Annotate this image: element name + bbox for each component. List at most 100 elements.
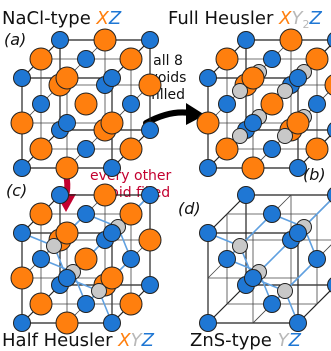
x-atom	[93, 28, 117, 52]
z-atom	[263, 205, 281, 223]
x-atom	[100, 266, 124, 290]
half-heusler-structure	[10, 183, 162, 335]
z-atom	[237, 31, 255, 49]
z-atom	[122, 250, 140, 268]
z-atom	[141, 276, 159, 294]
title-nacl-type: NaCl-type XZ	[2, 8, 122, 29]
z-atom	[77, 205, 95, 223]
title-zns-type: ZnS-type YZ	[190, 330, 302, 351]
x-atom	[286, 111, 310, 135]
z-atom	[141, 31, 159, 49]
x-atom	[55, 221, 79, 245]
x-atom	[196, 111, 220, 135]
y-atom	[232, 83, 248, 99]
z-atom	[289, 314, 307, 332]
z-atom	[32, 95, 50, 113]
x-atom	[119, 292, 143, 316]
z-atom	[327, 32, 331, 48]
z-atom	[218, 95, 236, 113]
z-atom	[289, 69, 307, 87]
x-atom	[119, 47, 143, 71]
z-atom	[237, 186, 255, 204]
z-atom	[289, 159, 307, 177]
z-atom	[13, 314, 31, 332]
x-atom	[74, 247, 98, 271]
y-atom	[277, 128, 293, 144]
z-atom	[308, 250, 326, 268]
black-arrow-head-icon	[186, 103, 205, 125]
panel-label-c: (c)	[6, 181, 27, 200]
x-atom	[138, 73, 162, 97]
z-atom	[327, 277, 331, 293]
y-atom	[277, 283, 293, 299]
z-atom	[13, 159, 31, 177]
z-atom	[263, 140, 281, 158]
x-atom	[215, 47, 239, 71]
z-atom	[77, 50, 95, 68]
z-atom	[103, 69, 121, 87]
x-atom	[279, 28, 303, 52]
panel-label-b: (b)	[303, 165, 326, 184]
y-atom	[91, 283, 107, 299]
x-atom	[55, 66, 79, 90]
z-atom	[103, 159, 121, 177]
z-atom	[13, 224, 31, 242]
x-atom	[241, 66, 265, 90]
z-atom	[244, 114, 262, 132]
x-atom	[55, 156, 79, 180]
x-atom	[324, 74, 331, 96]
z-atom	[122, 95, 140, 113]
z-atom	[199, 224, 217, 242]
x-atom	[119, 202, 143, 226]
z-atom	[51, 31, 69, 49]
title-half-heusler: Half Heusler XYZ	[2, 330, 155, 351]
x-atom	[29, 202, 53, 226]
x-atom	[55, 311, 79, 335]
x-atom	[29, 292, 53, 316]
z-atom	[141, 121, 159, 139]
z-atom	[199, 314, 217, 332]
z-atom	[218, 250, 236, 268]
x-atom	[241, 156, 265, 180]
svg-text:every other: every other	[90, 168, 172, 184]
x-atom	[305, 47, 329, 71]
x-atom	[100, 111, 124, 135]
z-atom	[199, 69, 217, 87]
panel-label-d: (d)	[178, 199, 201, 218]
x-atom	[119, 137, 143, 161]
x-atom	[305, 137, 329, 161]
nacl-structure	[10, 28, 162, 180]
z-atom	[199, 159, 217, 177]
y-atom	[232, 238, 248, 254]
z-atom	[77, 140, 95, 158]
z-atom	[263, 50, 281, 68]
z-atom	[263, 295, 281, 313]
x-atom	[93, 183, 117, 207]
z-atom	[103, 224, 121, 242]
x-atom	[10, 266, 34, 290]
z-atom	[32, 250, 50, 268]
svg-text:all 8: all 8	[153, 53, 183, 69]
z-atom	[13, 69, 31, 87]
y-atom	[277, 83, 293, 99]
x-atom	[29, 137, 53, 161]
panel-label-a: (a)	[4, 30, 26, 49]
x-atom	[74, 92, 98, 116]
z-atom	[289, 224, 307, 242]
x-atom	[215, 137, 239, 161]
x-atom	[29, 47, 53, 71]
z-atom	[51, 186, 69, 204]
x-atom	[138, 228, 162, 252]
z-atom	[327, 187, 331, 203]
x-atom	[10, 111, 34, 135]
z-atom	[58, 269, 76, 287]
title-full-heusler: Full Heusler XY2Z	[168, 8, 322, 31]
full-heusler-structure	[196, 28, 331, 180]
z-atom	[308, 95, 326, 113]
z-atom	[77, 295, 95, 313]
x-atom	[260, 92, 284, 116]
z-atom	[58, 114, 76, 132]
z-atom	[244, 269, 262, 287]
z-atom	[141, 186, 159, 204]
